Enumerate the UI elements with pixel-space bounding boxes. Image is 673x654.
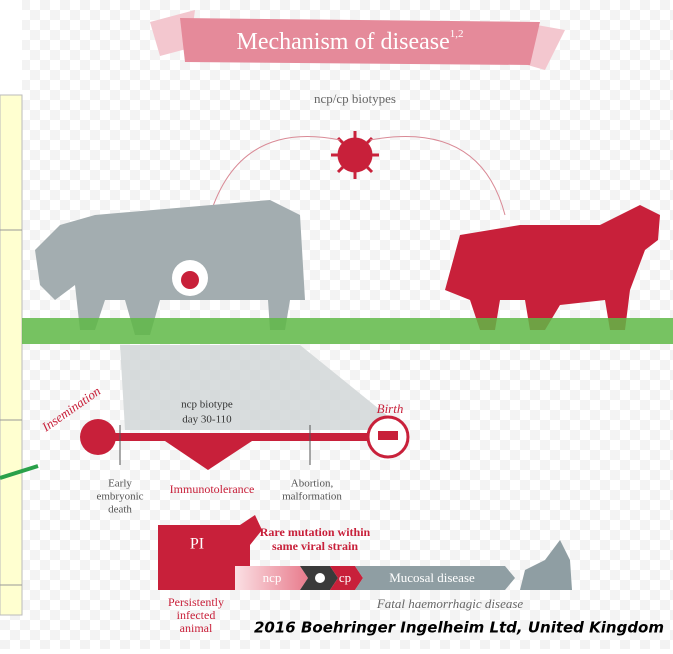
outcome-late: Abortion,: [291, 478, 334, 490]
progression: Mucosal disease: [389, 570, 475, 585]
gear: [315, 573, 325, 583]
title-superscript: 1,2: [450, 28, 464, 40]
pi-caption: infected: [177, 608, 216, 622]
fetus: [181, 271, 199, 289]
page: Mechanism of disease1,2 ncp/cp biotypes …: [0, 0, 673, 649]
window-line: ncp biotype: [181, 399, 233, 411]
grass: [22, 318, 673, 344]
window-line: day 30-110: [182, 414, 232, 426]
timeline-bar: [115, 433, 375, 441]
mutation: same viral strain: [272, 539, 358, 553]
pi-caption: Persistently: [168, 595, 224, 609]
progression: cp: [339, 570, 351, 585]
mutation: Rare mutation within: [260, 525, 371, 539]
timeline-end: Birth: [377, 401, 404, 416]
outcome-middle: Immunotolerance: [170, 482, 255, 496]
outcome-early: embryonic: [96, 491, 143, 503]
pi-badge: PI: [190, 536, 204, 553]
pi-caption: animal: [180, 621, 213, 635]
title: Mechanism of disease1,2: [236, 28, 463, 55]
virus-icon: [331, 131, 379, 179]
outcome-early: death: [108, 504, 132, 516]
outcome-early: Early: [108, 478, 132, 490]
progression: ncp: [263, 570, 282, 585]
title-text: Mechanism of disease: [236, 29, 449, 55]
outcome-late: malformation: [282, 491, 342, 503]
infographic: Mechanism of disease1,2 ncp/cp biotypes …: [0, 0, 673, 649]
birth-calf: [378, 431, 398, 440]
copyright: 2016 Boehringer Ingelheim Ltd, United Ki…: [254, 619, 664, 637]
insemination-icon: [80, 419, 116, 455]
virus-label: ncp/cp biotypes: [314, 91, 396, 106]
fatal-outcome: Fatal haemorrhagic disease: [376, 596, 524, 611]
